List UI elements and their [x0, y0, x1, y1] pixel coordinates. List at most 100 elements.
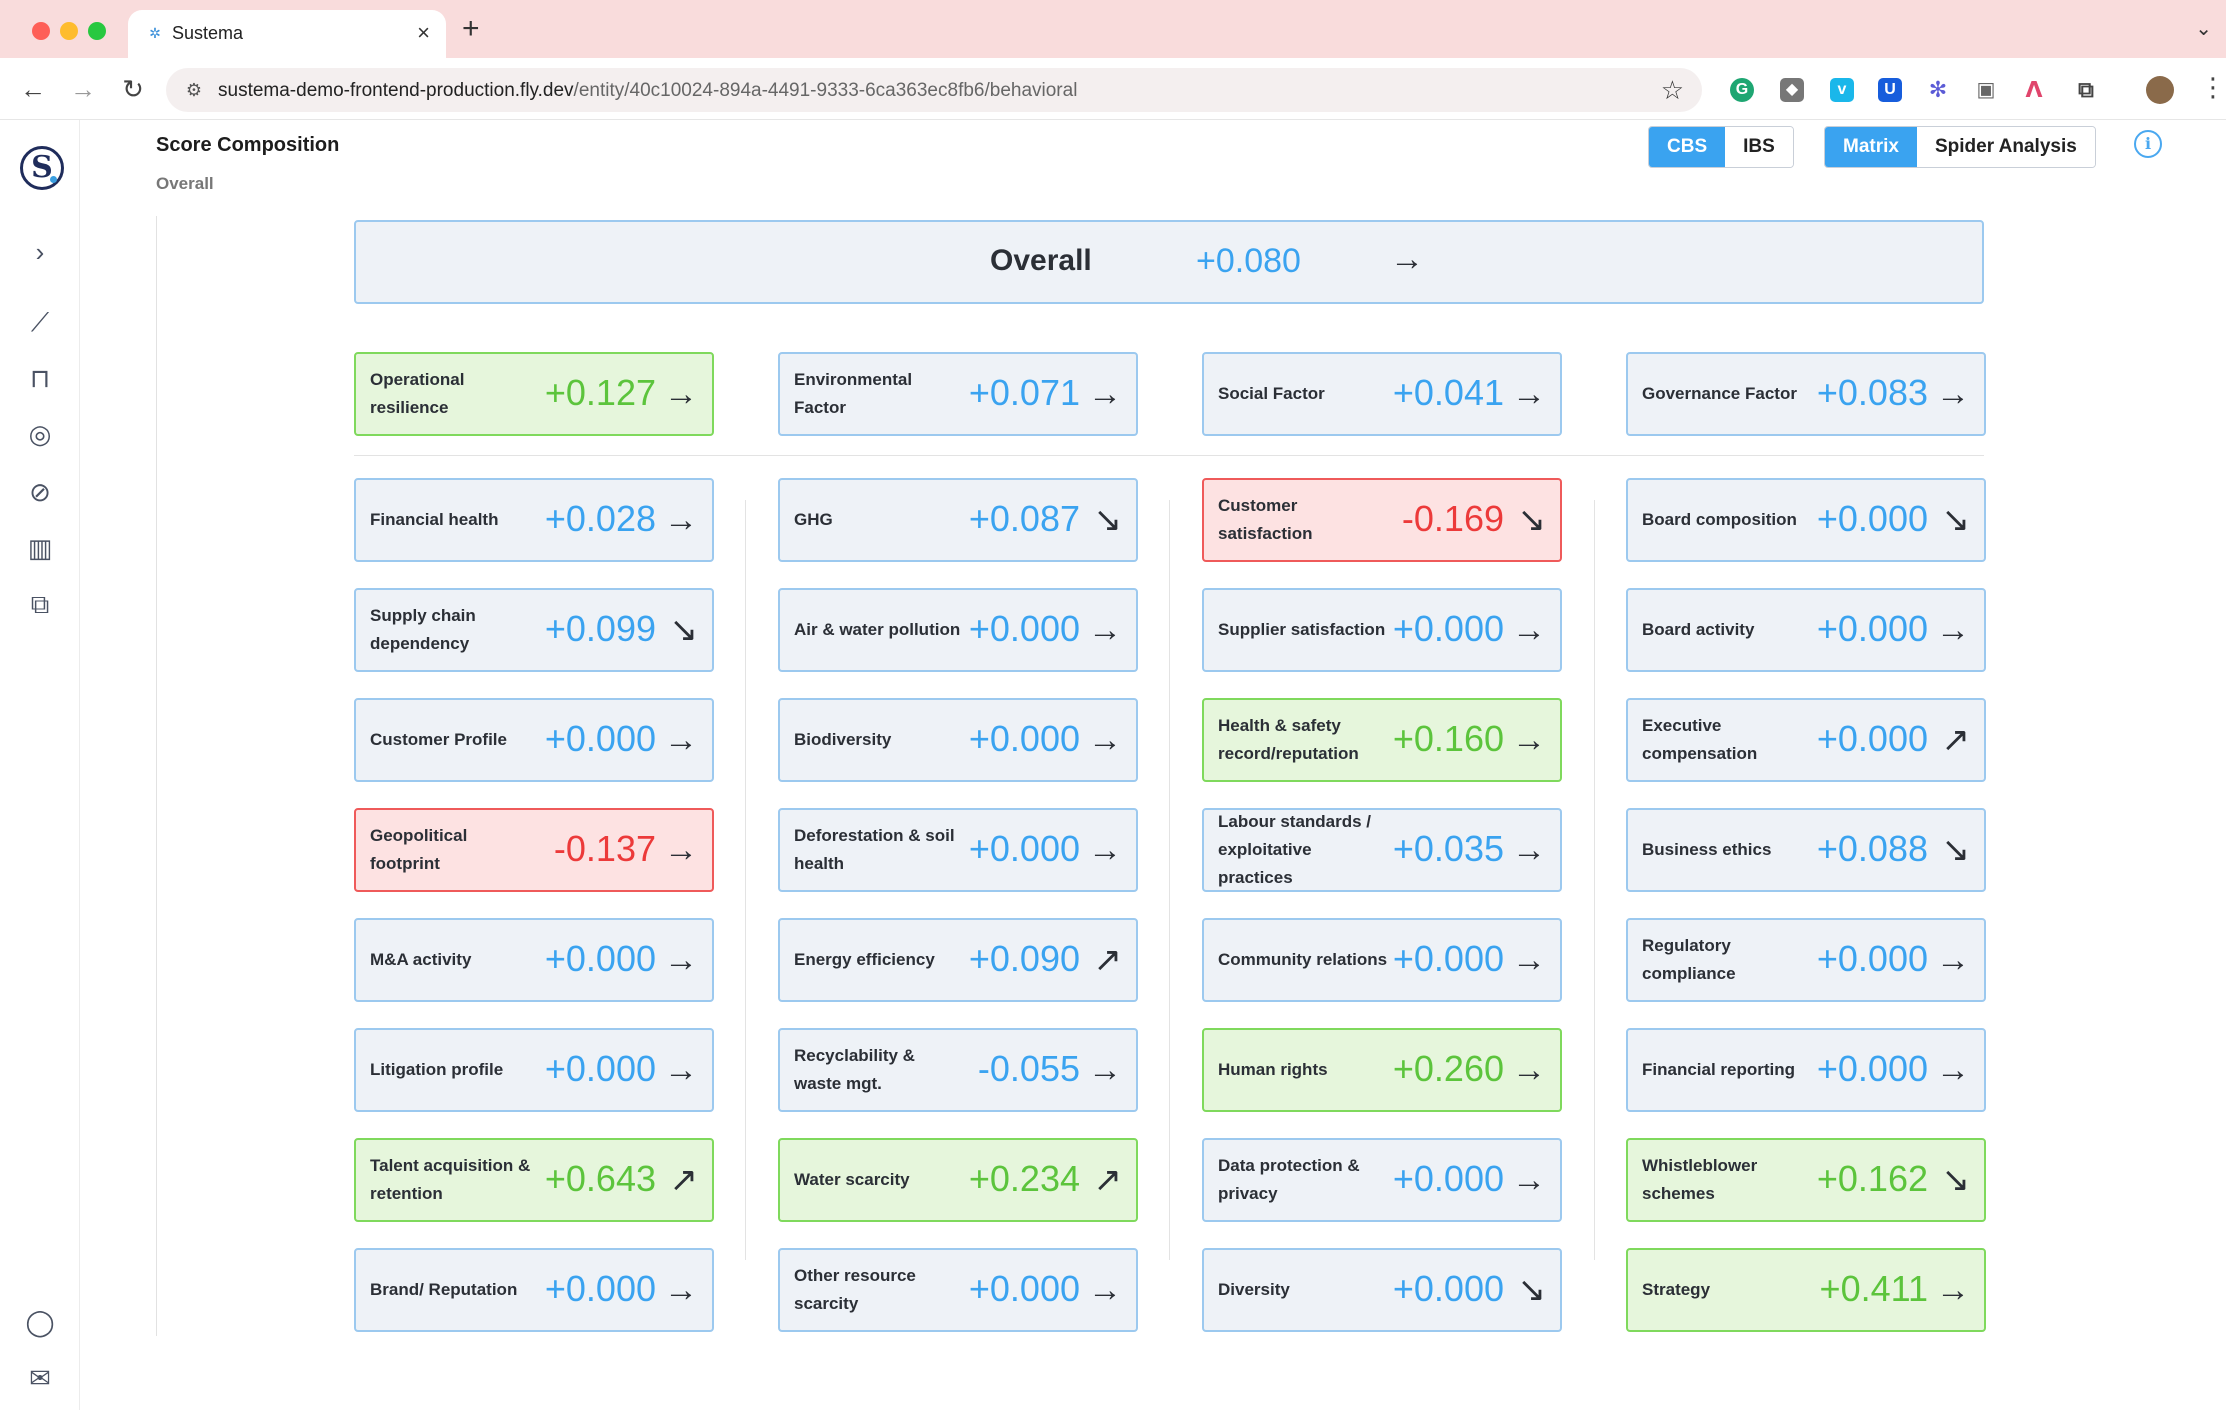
bitwarden-extension-icon[interactable]: U — [1878, 78, 1902, 102]
browser-menu-icon[interactable]: ⋮ — [2200, 72, 2226, 102]
score-card-biodiversity[interactable]: Biodiversity +0.000 → — [778, 698, 1138, 782]
score-card-supply-chain-dependency[interactable]: Supply chain dependency +0.099 ↘ — [354, 588, 714, 672]
trend-flat-icon: → — [1088, 375, 1122, 413]
card-label: Supply chain dependency — [370, 606, 476, 653]
cbs-button[interactable]: CBS — [1649, 127, 1726, 167]
card-label: Deforestation & soil health — [794, 826, 955, 873]
score-card-governance-factor[interactable]: Governance Factor +0.083 → — [1626, 352, 1986, 436]
score-type-toggle: CBS IBS — [1648, 126, 1794, 168]
score-card-financial-health[interactable]: Financial health +0.028 → — [354, 478, 714, 562]
trend-flat-icon: → — [1936, 611, 1970, 649]
score-card-talent-acquisition-retention[interactable]: Talent acquisition & retention +0.643 ↗ — [354, 1138, 714, 1222]
score-card-operational-resilience[interactable]: Operational resilience +0.127 → — [354, 352, 714, 436]
user-icon[interactable]: ◯ — [25, 1307, 55, 1337]
score-card-recyclability-waste-mgt[interactable]: Recyclability & waste mgt. -0.055 → — [778, 1028, 1138, 1112]
reload-icon[interactable]: ↻ — [122, 74, 144, 104]
image-extension-icon[interactable]: ▣ — [1974, 78, 1998, 102]
card-score: +0.087 — [968, 498, 1080, 539]
profile-avatar[interactable] — [2146, 76, 2174, 104]
orbit-icon[interactable]: ⊘ — [29, 477, 51, 507]
score-card-human-rights[interactable]: Human rights +0.260 → — [1202, 1028, 1562, 1112]
score-card-brand-reputation[interactable]: Brand/ Reputation +0.000 → — [354, 1248, 714, 1332]
spider-analysis-button[interactable]: Spider Analysis — [1916, 127, 2095, 167]
score-card-customer-satisfaction[interactable]: Customer satisfaction -0.169 ↘ — [1202, 478, 1562, 562]
score-card-customer-profile[interactable]: Customer Profile +0.000 → — [354, 698, 714, 782]
info-icon[interactable]: i — [2134, 130, 2162, 158]
card-label: GHG — [794, 510, 833, 529]
score-card-labour-standards-exploitative-practices[interactable]: Labour standards / exploitative practice… — [1202, 808, 1562, 892]
score-card-data-protection-privacy[interactable]: Data protection & privacy +0.000 → — [1202, 1138, 1562, 1222]
score-card-ghg[interactable]: GHG +0.087 ↘ — [778, 478, 1138, 562]
bar-chart-icon[interactable]: ▥ — [27, 533, 53, 563]
new-tab-icon[interactable]: + — [462, 12, 480, 45]
score-card-board-composition[interactable]: Board composition +0.000 ↘ — [1626, 478, 1986, 562]
score-card-financial-reporting[interactable]: Financial reporting +0.000 → — [1626, 1028, 1986, 1112]
target-icon[interactable]: ◎ — [28, 419, 52, 449]
layers-icon[interactable]: ⧉ — [30, 589, 50, 619]
score-card-deforestation-soil-health[interactable]: Deforestation & soil health +0.000 → — [778, 808, 1138, 892]
score-card-energy-efficiency[interactable]: Energy efficiency +0.090 ↗ — [778, 918, 1138, 1002]
sustema-logo[interactable]: S — [20, 146, 64, 190]
trend-flat-icon: → — [1088, 1051, 1122, 1089]
snowflake-extension-icon[interactable]: ✻ — [1926, 78, 1950, 102]
browser-tab[interactable]: ✲ Sustema × — [128, 10, 446, 58]
score-card-social-factor[interactable]: Social Factor +0.041 → — [1202, 352, 1562, 436]
line-chart-icon[interactable]: ⟋ — [30, 307, 50, 337]
score-card-whistleblower-schemes[interactable]: Whistleblower schemes +0.162 ↘ — [1626, 1138, 1986, 1222]
score-card-geopolitical-footprint[interactable]: Geopolitical footprint -0.137 → — [354, 808, 714, 892]
overall-score-card[interactable]: Overall +0.080 → — [354, 220, 1984, 304]
score-card-executive-compensation[interactable]: Executive compensation +0.000 ↗ — [1626, 698, 1986, 782]
score-card-business-ethics[interactable]: Business ethics +0.088 ↘ — [1626, 808, 1986, 892]
score-card-regulatory-compliance[interactable]: Regulatory compliance +0.000 → — [1626, 918, 1986, 1002]
url-text[interactable]: sustema-demo-frontend-production.fly.dev… — [218, 80, 1077, 102]
score-card-litigation-profile[interactable]: Litigation profile +0.000 → — [354, 1028, 714, 1112]
vimeo-extension-icon[interactable]: v — [1830, 78, 1854, 102]
score-card-strategy[interactable]: Strategy +0.411 → — [1626, 1248, 1986, 1332]
card-label: Supplier satisfaction — [1218, 620, 1386, 639]
score-card-diversity[interactable]: Diversity +0.000 ↘ — [1202, 1248, 1562, 1332]
card-score: +0.035 — [1392, 828, 1504, 869]
trend-up-icon: ↗ — [1093, 941, 1123, 979]
window-zoom-button[interactable] — [88, 22, 106, 40]
score-card-other-resource-scarcity[interactable]: Other resource scarcity +0.000 → — [778, 1248, 1138, 1332]
grammarly-extension-icon[interactable]: G — [1730, 78, 1754, 102]
score-card-health-safety-record-reputation[interactable]: Health & safety record/reputation +0.160 → — [1202, 698, 1562, 782]
score-card-environmental-factor[interactable]: Environmental Factor +0.071 → — [778, 352, 1138, 436]
forward-arrow-icon[interactable]: → — [70, 74, 96, 104]
trend-down-icon: ↘ — [1517, 501, 1547, 539]
score-card-community-relations[interactable]: Community relations +0.000 → — [1202, 918, 1562, 1002]
puzzle-piece-extension-icon[interactable]: ◆ — [1780, 78, 1804, 102]
score-card-board-activity[interactable]: Board activity +0.000 → — [1626, 588, 1986, 672]
card-label: Brand/ Reputation — [370, 1280, 518, 1299]
back-arrow-icon[interactable]: ← — [20, 74, 46, 104]
bookmark-star-icon[interactable]: ☆ — [1660, 75, 1684, 105]
score-card-air-water-pollution[interactable]: Air & water pollution +0.000 → — [778, 588, 1138, 672]
trend-flat-icon: → — [664, 375, 698, 413]
trend-down-icon: ↘ — [1941, 1161, 1971, 1199]
close-tab-icon[interactable]: × — [417, 20, 430, 45]
card-label: Governance Factor — [1642, 384, 1797, 403]
tab-search-chevron-icon[interactable]: ⌄ — [2195, 18, 2212, 40]
window-minimize-button[interactable] — [60, 22, 78, 40]
trend-flat-icon: → — [1088, 611, 1122, 649]
card-label: Air & water pollution — [794, 620, 961, 639]
mail-icon[interactable]: ✉ — [29, 1363, 51, 1393]
card-label: Data protection & privacy — [1218, 1156, 1360, 1203]
matrix-button[interactable]: Matrix — [1825, 127, 1917, 167]
score-card-supplier-satisfaction[interactable]: Supplier satisfaction +0.000 → — [1202, 588, 1562, 672]
card-score: +0.000 — [544, 718, 656, 759]
trend-flat-icon: → — [1936, 1051, 1970, 1089]
card-label: Business ethics — [1642, 840, 1772, 859]
card-label: Energy efficiency — [794, 950, 935, 969]
address-bar[interactable]: ⚙ sustema-demo-frontend-production.fly.d… — [166, 68, 1702, 112]
score-card-m-a-activity[interactable]: M&A activity +0.000 → — [354, 918, 714, 1002]
score-card-water-scarcity[interactable]: Water scarcity +0.234 ↗ — [778, 1138, 1138, 1222]
site-settings-icon[interactable]: ⚙ — [185, 80, 203, 100]
ibs-button[interactable]: IBS — [1725, 127, 1793, 167]
clickup-extension-icon[interactable]: ᐱ — [2022, 78, 2046, 102]
trend-down-icon: ↘ — [669, 611, 699, 649]
window-close-button[interactable] — [32, 22, 50, 40]
chevron-right-icon[interactable]: › — [35, 237, 45, 267]
bookmark-icon[interactable]: ⊓ — [29, 363, 51, 393]
extensions-icon[interactable]: ⧉ — [2074, 78, 2098, 102]
